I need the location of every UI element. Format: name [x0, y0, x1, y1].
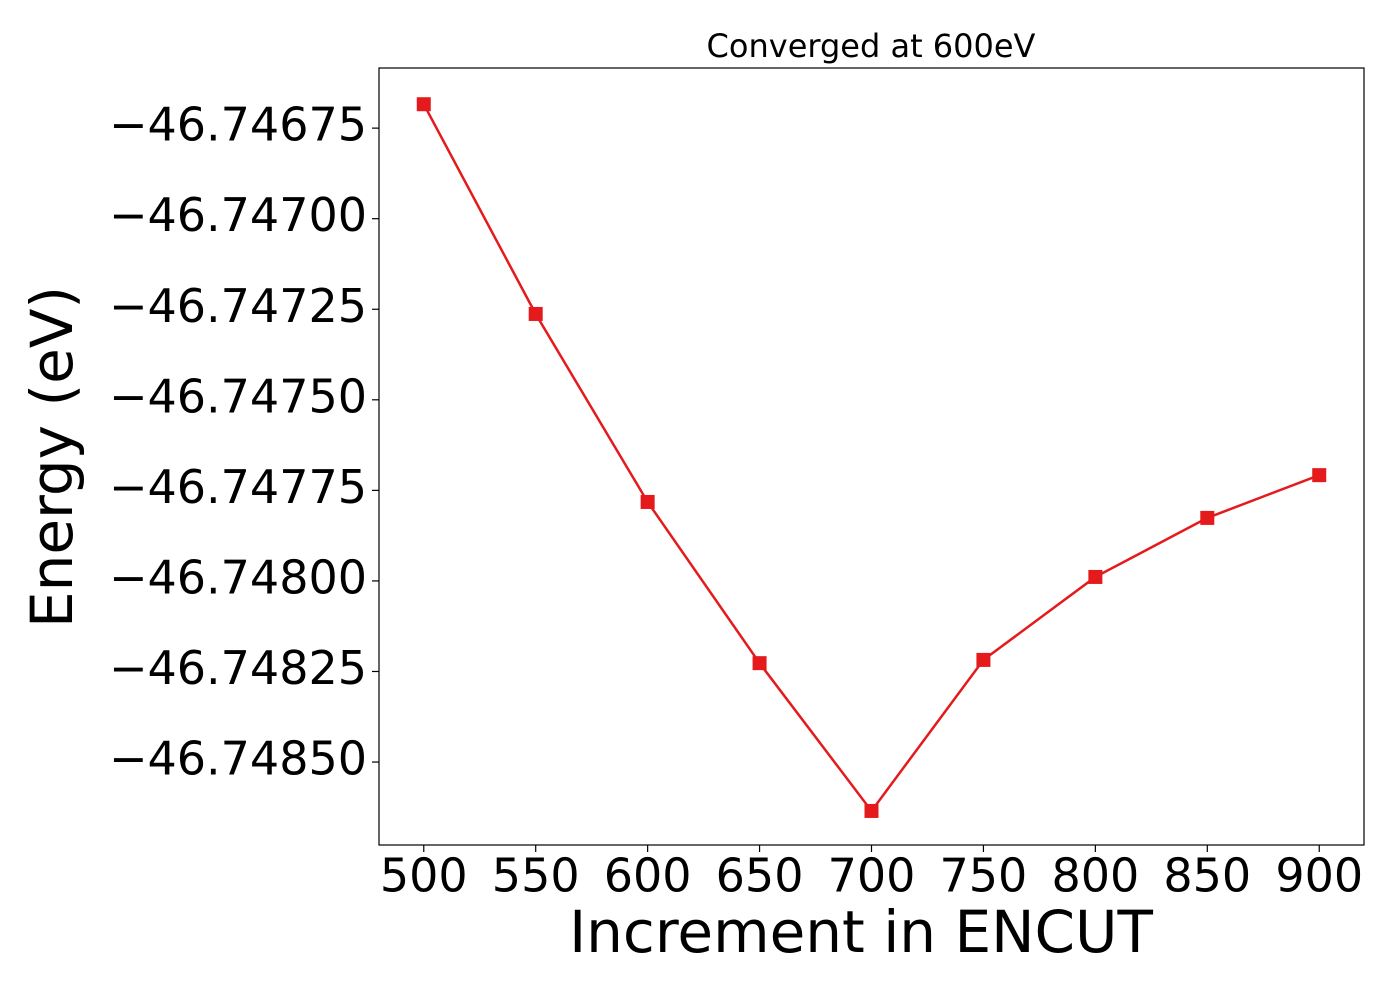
y-tick-label: −46.74800	[109, 550, 367, 604]
x-tick-label: 800	[1051, 849, 1139, 903]
x-tick-label: 600	[604, 849, 692, 903]
y-tick-label: −46.74675	[109, 98, 367, 152]
y-tick-label: −46.74825	[109, 641, 367, 695]
x-tick-label: 700	[828, 849, 916, 903]
marker	[752, 656, 767, 671]
y-tick-label: −46.74775	[109, 460, 367, 514]
y-axis-label: Energy (eV)	[18, 286, 86, 628]
y-tick-label: −46.74700	[109, 188, 367, 242]
y-tick-label: −46.74750	[109, 369, 367, 423]
y-tick-label: −46.74850	[109, 732, 367, 786]
chart-title: Converged at 600eV	[707, 27, 1036, 65]
marker	[864, 803, 879, 818]
x-tick-label: 850	[1163, 849, 1251, 903]
marker	[976, 652, 991, 667]
x-tick-label: 750	[940, 849, 1028, 903]
marker	[1088, 569, 1103, 584]
x-axis-label: Increment in ENCUT	[569, 898, 1153, 966]
marker	[640, 494, 655, 509]
marker	[1200, 510, 1215, 525]
x-tick-label: 500	[380, 849, 468, 903]
x-tick-label: 650	[716, 849, 804, 903]
marker	[1312, 468, 1327, 483]
x-tick-label: 900	[1275, 849, 1363, 903]
series-line	[422, 103, 1320, 814]
marker	[416, 97, 431, 112]
y-tick-label: −46.74725	[109, 279, 367, 333]
plot-frame	[378, 67, 1365, 846]
marker	[528, 306, 543, 321]
x-tick-label: 550	[492, 849, 580, 903]
